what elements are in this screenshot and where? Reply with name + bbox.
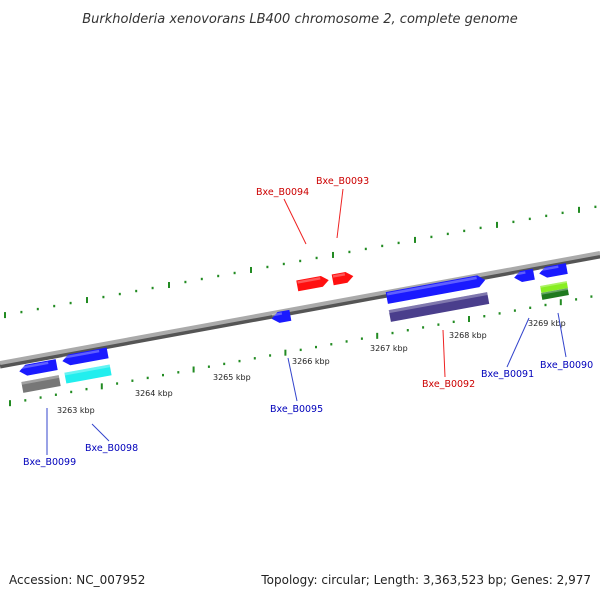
gene-label-bxe-b0099[interactable]: Bxe_B0099: [23, 457, 76, 468]
gene-label-bxe-b0093[interactable]: Bxe_B0093: [316, 176, 369, 187]
leader-line-bxe-b0098: [91, 423, 110, 442]
leader-line-bxe-b0094: [283, 198, 307, 245]
gene-bxe-b0099-bar-shine: [21, 375, 60, 385]
scale-label: 3268 kbp: [449, 331, 487, 340]
gene-features: [18, 263, 569, 393]
gene-label-bxe-b0098[interactable]: Bxe_B0098: [85, 443, 138, 454]
gene-bxe-b0093-arrow[interactable]: [331, 271, 355, 286]
gene-bxe-b0094-arrow-shine: [297, 277, 321, 284]
gene-bxe-b0090-bar-top-shine: [540, 281, 567, 288]
gene-bxe-b0099-arrow-shape[interactable]: [18, 359, 58, 377]
backbone-shadow: [0, 253, 600, 369]
outer-tick-ring: [4, 205, 597, 319]
accession-text: Accession: NC_007952: [9, 573, 146, 587]
gene-bxe-b0090-bar-top[interactable]: [540, 281, 568, 293]
gene-label-bxe-b0091[interactable]: Bxe_B0091: [481, 369, 534, 380]
leader-line-bxe-b0091: [506, 317, 530, 368]
leader-line-bxe-b0090: [557, 312, 567, 358]
scale-label: 3266 kbp: [292, 357, 330, 366]
gene-bxe-b0090-bar-top-shape[interactable]: [540, 281, 568, 293]
gene-bxe-b0090-bar-bottom[interactable]: [541, 288, 569, 300]
gene-label-bxe-b0092[interactable]: Bxe_B0092: [422, 379, 475, 390]
gene-bxe-b0098-arrow-shape[interactable]: [61, 347, 109, 366]
gene-bxe-b0099-bar[interactable]: [21, 375, 61, 393]
gene-bxe-b0095-arrow[interactable]: [271, 309, 292, 324]
gene-bxe-b0095-arrow-shape[interactable]: [271, 309, 292, 324]
gene-bxe-b0092-arrow[interactable]: [385, 274, 487, 304]
gene-bxe-b0093-arrow-shape[interactable]: [331, 271, 355, 286]
gene-bxe-b0094-arrow[interactable]: [296, 275, 329, 292]
gene-bxe-b0091-arrow-shine: [514, 271, 526, 276]
scale-label: 3265 kbp: [213, 373, 251, 382]
inner-tick-ring: [9, 295, 593, 407]
scale-label: 3269 kbp: [528, 319, 566, 328]
gene-bxe-b0090-bar-bottom-shine: [541, 288, 568, 295]
scale-label: 3267 kbp: [370, 344, 408, 353]
gene-bxe-b0092-bar-shine: [388, 292, 488, 314]
gene-bxe-b0099-arrow[interactable]: [18, 359, 58, 377]
scale-label: 3264 kbp: [135, 389, 173, 398]
gene-bxe-b0092-bar[interactable]: [388, 292, 490, 322]
leader-line-bxe-b0092: [442, 329, 446, 378]
scale-label: 3263 kbp: [57, 406, 95, 415]
gene-label-bxe-b0090[interactable]: Bxe_B0090: [540, 360, 593, 371]
genome-summary-text: Topology: circular; Length: 3,363,523 bp…: [261, 573, 591, 587]
gene-bxe-b0099-bar-shape[interactable]: [21, 375, 61, 393]
scale-labels: 3263 kbp 3264 kbp 3265 kbp 3266 kbp 3267 kbp…: [57, 319, 566, 415]
gene-bxe-b0098-arrow-shine: [62, 349, 100, 359]
gene-bxe-b0098-bar-shape[interactable]: [64, 364, 112, 384]
gene-bxe-b0091-arrow[interactable]: [513, 268, 535, 283]
gene-bxe-b0092-arrow-shape[interactable]: [385, 274, 487, 304]
gene-bxe-b0094-arrow-shape[interactable]: [296, 275, 329, 292]
gene-labels: Bxe_B0099 Bxe_B0098 Bxe_B0095 Bxe_B0094 Bxe_…: [23, 176, 593, 468]
gene-bxe-b0092-arrow-shine: [386, 276, 477, 296]
leader-line-bxe-b0093: [336, 188, 344, 239]
map-title: Burkholderia xenovorans LB400 chromosome…: [82, 12, 518, 27]
gene-bxe-b0091-arrow-shape[interactable]: [513, 268, 535, 283]
leader-line-bxe-b0095: [287, 357, 298, 402]
gene-bxe-b0098-arrow[interactable]: [61, 347, 109, 366]
gene-bxe-b0090-arrow-shape[interactable]: [538, 263, 568, 279]
gene-bxe-b0099-arrow-shine: [19, 361, 49, 370]
gene-bxe-b0090-bar-bottom-shape[interactable]: [541, 288, 569, 300]
gene-bxe-b0090-arrow[interactable]: [538, 263, 568, 279]
gene-label-bxe-b0094[interactable]: Bxe_B0094: [256, 187, 309, 198]
gene-bxe-b0090-arrow-shine: [539, 265, 559, 272]
gene-bxe-b0098-bar[interactable]: [64, 364, 112, 384]
gene-bxe-b0092-bar-shape[interactable]: [388, 292, 490, 322]
gene-bxe-b0093-arrow-shine: [332, 273, 346, 278]
genome-backbone: [0, 251, 600, 365]
gene-bxe-b0095-arrow-shine: [271, 312, 283, 317]
gene-label-bxe-b0095[interactable]: Bxe_B0095: [270, 404, 323, 415]
gene-bxe-b0098-bar-shine: [64, 364, 111, 376]
